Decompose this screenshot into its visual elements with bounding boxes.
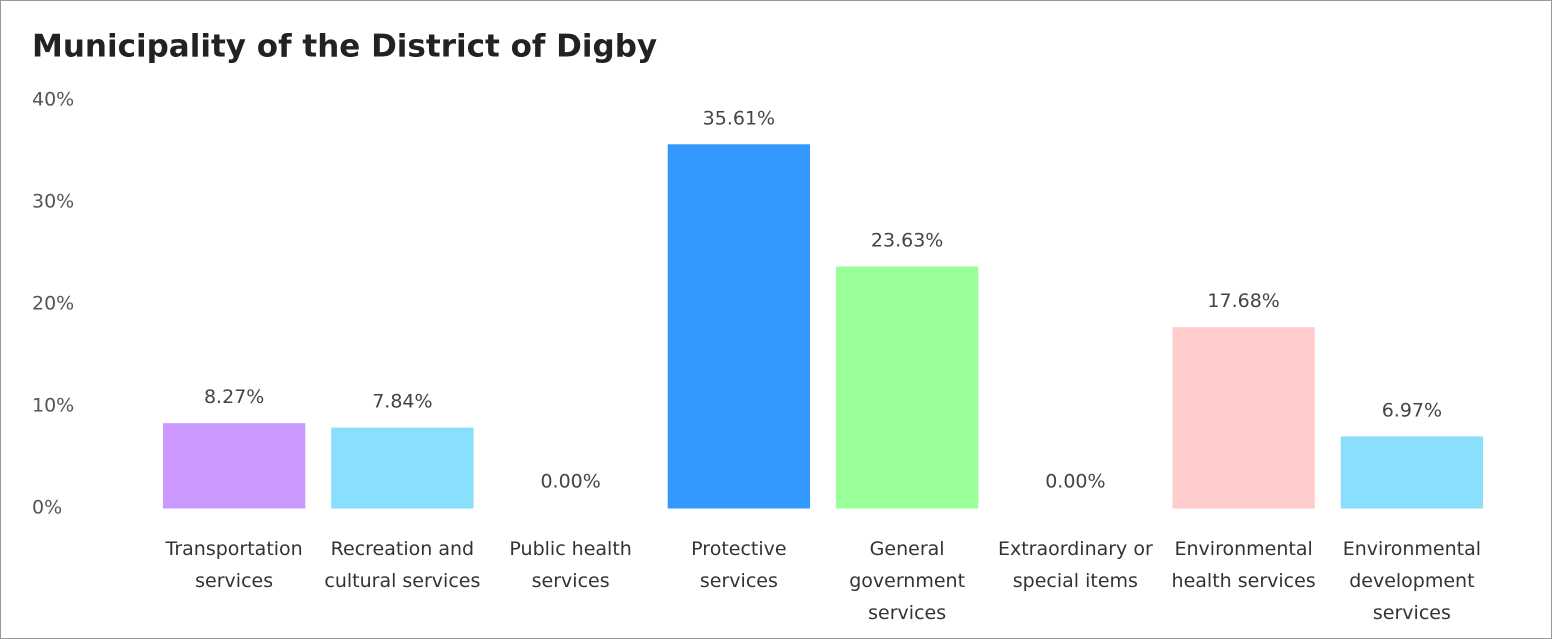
data-label: 35.61% <box>703 107 775 129</box>
data-label: 8.27% <box>204 386 264 408</box>
x-tick-label: Public health services <box>509 538 632 592</box>
x-tick-label: Environmental health services <box>1171 538 1316 592</box>
y-tick-label: 0% <box>32 497 62 519</box>
bar <box>1172 327 1315 509</box>
bar <box>835 266 979 509</box>
bar <box>331 427 474 509</box>
bar <box>1340 436 1484 509</box>
chart-title: Municipality of the District of Digby <box>32 29 657 65</box>
x-tick-label: Extraordinary or special items <box>997 538 1153 592</box>
y-tick-label: 40% <box>32 89 74 111</box>
x-tick-label: Recreation and cultural services <box>324 538 481 592</box>
data-label: 7.84% <box>372 391 432 413</box>
data-label: 17.68% <box>1207 290 1279 312</box>
data-label: 23.63% <box>871 229 943 251</box>
x-tick-label: Transportation services <box>165 538 303 592</box>
bar <box>162 423 306 509</box>
y-tick-label: 20% <box>32 293 74 315</box>
data-label: 0.00% <box>1045 471 1105 493</box>
x-tick-label: General government services <box>849 538 966 624</box>
y-tick-label: 30% <box>32 191 74 213</box>
bar <box>667 144 811 509</box>
x-tick-label: Environmental development services <box>1342 538 1481 624</box>
y-tick-label: 10% <box>32 395 74 417</box>
x-tick-label: Protective services <box>691 538 787 592</box>
data-label: 0.00% <box>540 471 600 493</box>
data-label: 6.97% <box>1382 399 1442 421</box>
